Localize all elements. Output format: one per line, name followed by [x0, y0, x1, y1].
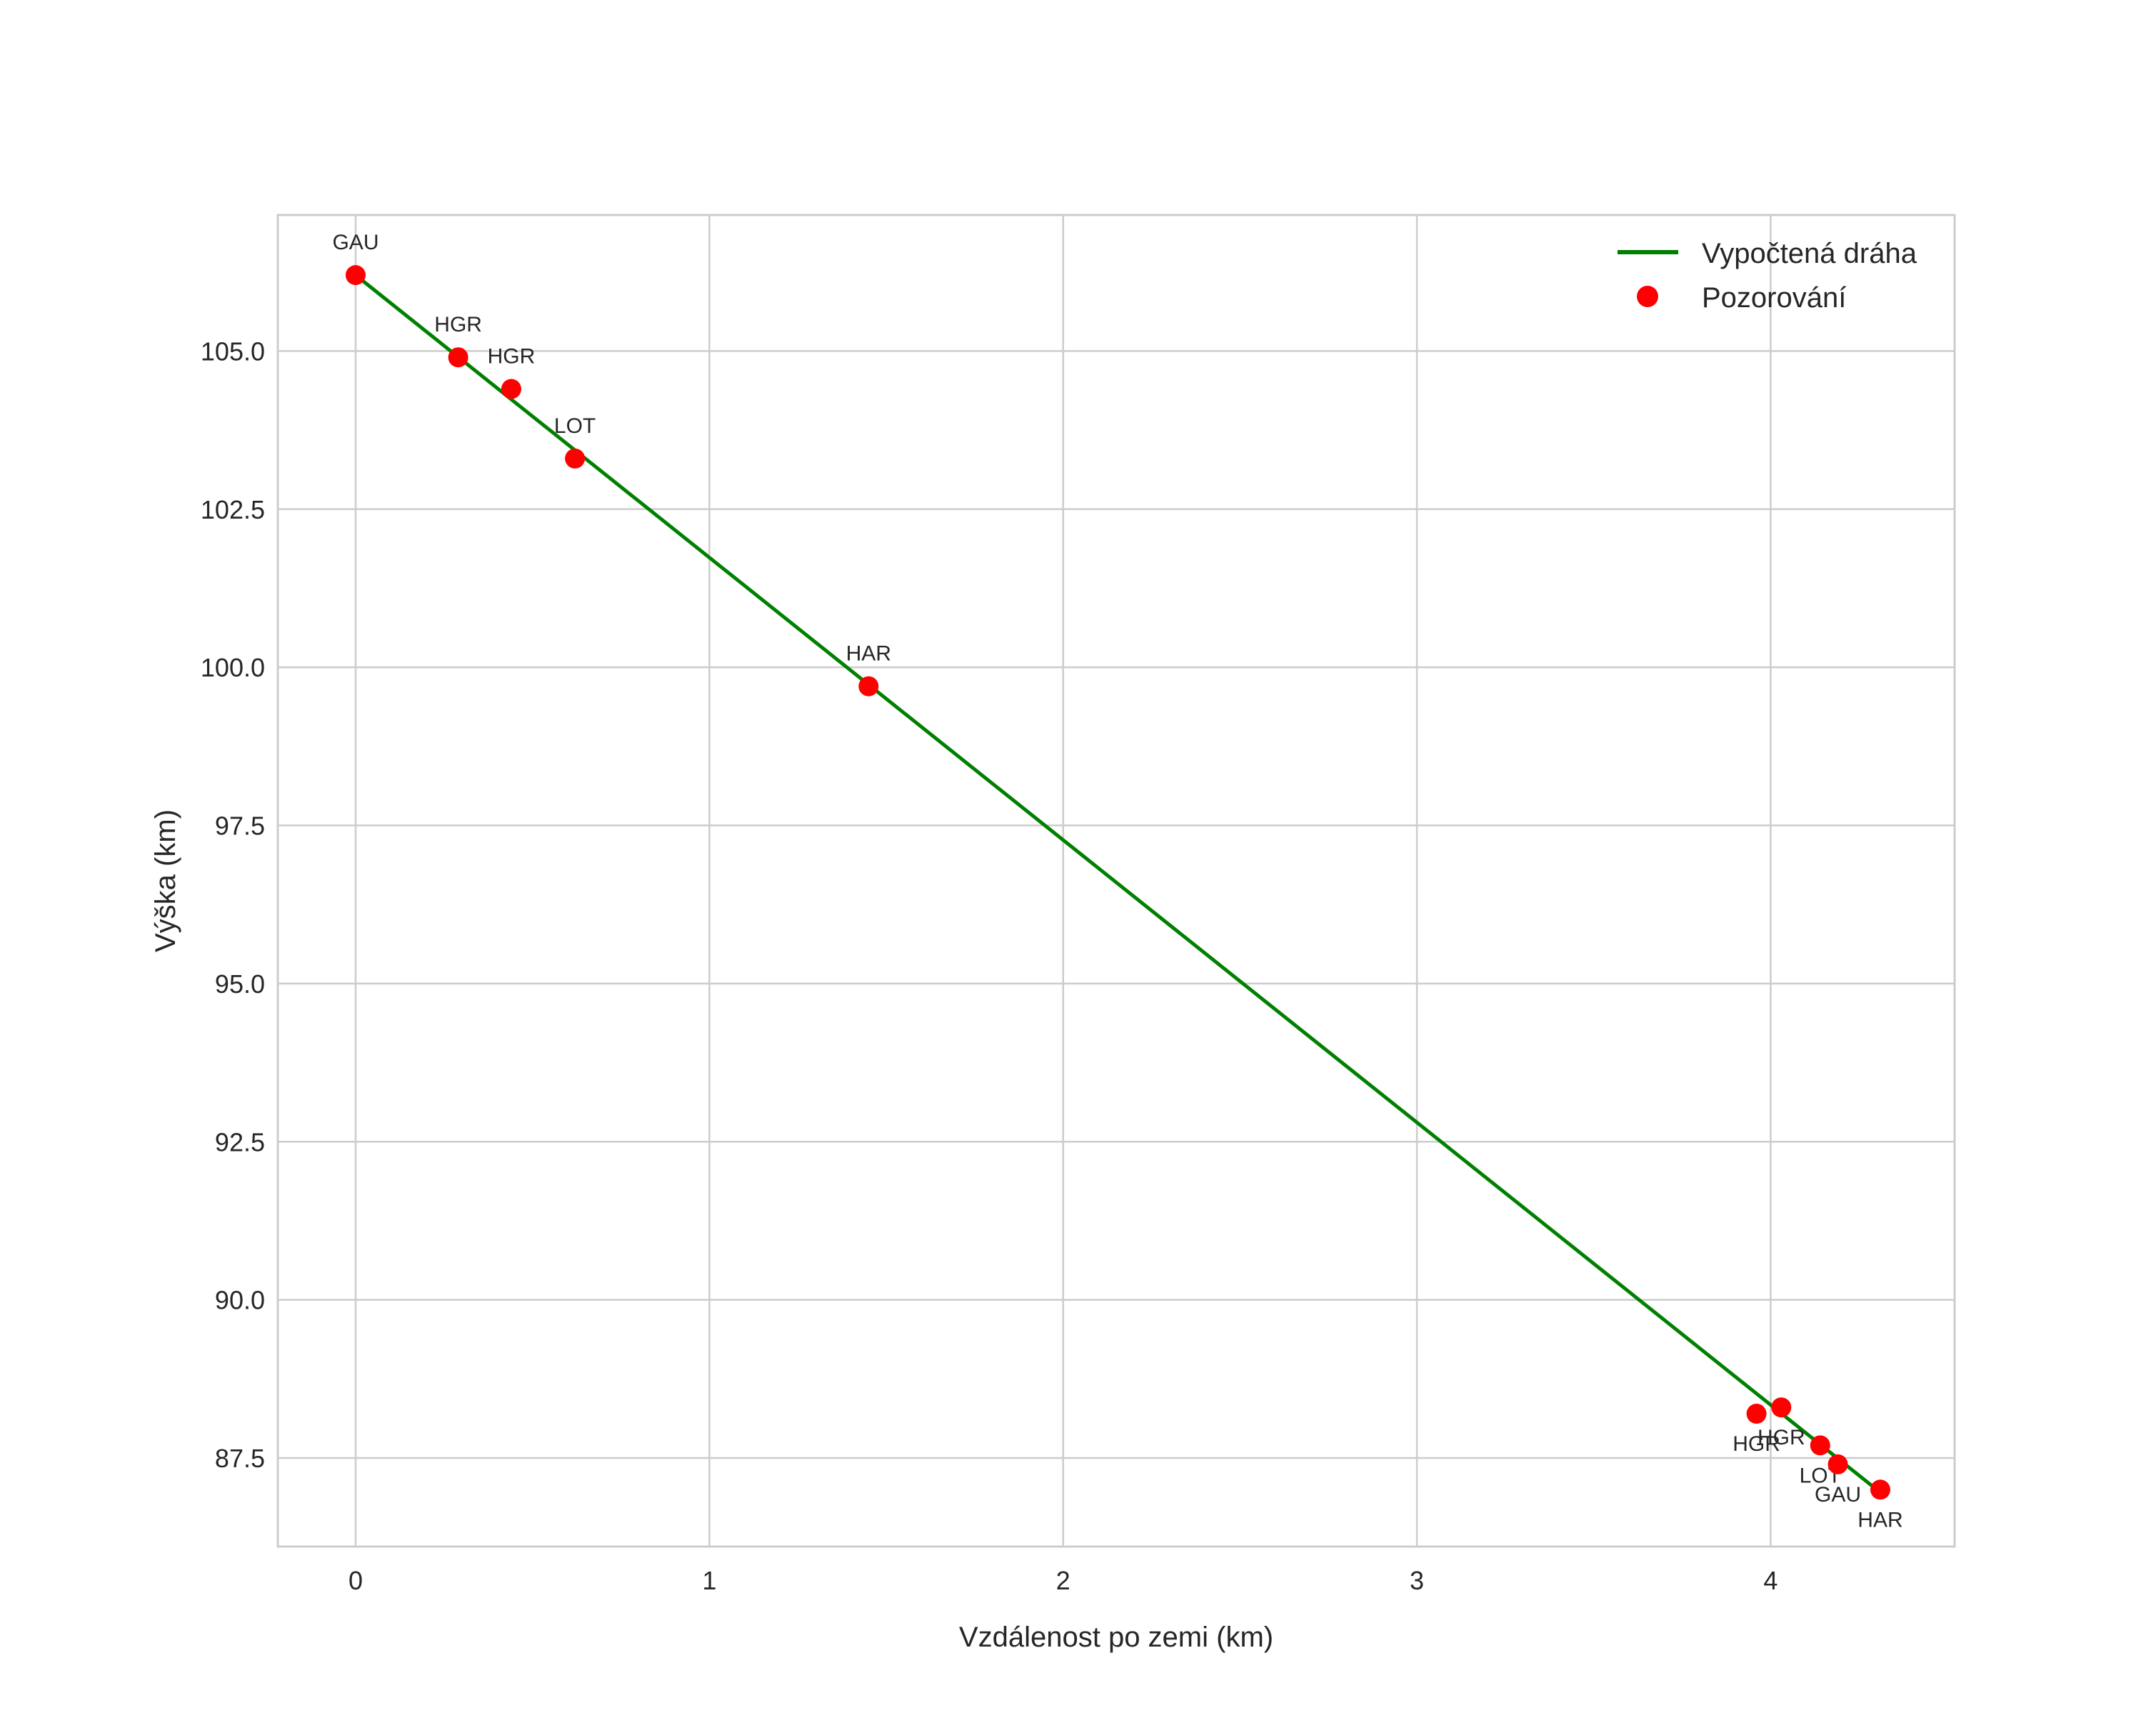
legend-label-computed-trajectory: Vypočtená dráha [1702, 238, 1917, 269]
legend: Vypočtená dráha Pozorování [1618, 238, 1917, 314]
station-label: HGR [434, 313, 482, 336]
trajectory-polyline [354, 274, 1878, 1492]
grid-lines [278, 215, 1955, 1547]
observation-marker [1771, 1397, 1792, 1418]
x-tick-label: 1 [702, 1566, 716, 1595]
y-tick-label: 105.0 [201, 336, 265, 366]
station-label: HAR [846, 642, 891, 666]
y-tick-label: 87.5 [215, 1444, 265, 1473]
station-label: GAU [332, 231, 378, 254]
observation-marker [1746, 1404, 1767, 1424]
observation-marker [1827, 1454, 1848, 1474]
computed-trajectory-line [354, 274, 1878, 1492]
observation-marker [1870, 1479, 1890, 1500]
x-tick-label: 2 [1056, 1566, 1071, 1595]
observation-marker [565, 448, 586, 469]
y-tick-label: 97.5 [215, 811, 265, 841]
legend-label-observations: Pozorování [1702, 282, 1846, 314]
x-tick-label: 4 [1763, 1566, 1778, 1595]
x-tick-label: 3 [1410, 1566, 1424, 1595]
y-tick-label: 102.5 [201, 495, 265, 524]
station-label: HAR [1857, 1508, 1902, 1532]
station-label: HGR [488, 345, 536, 369]
x-tick-label: 0 [349, 1566, 363, 1595]
y-tick-label: 95.0 [215, 969, 265, 999]
observation-marker [448, 347, 468, 368]
station-label: HGR [1758, 1426, 1805, 1449]
observation-marker [345, 265, 366, 286]
observation-marker [1810, 1435, 1830, 1456]
observation-marker [501, 379, 521, 399]
y-axis-ticks: 87.5 90.0 92.5 95.0 97.5 100.0 102.5 105.0 [201, 336, 265, 1473]
x-axis-ticks: 0 1 2 3 4 [349, 1566, 1778, 1595]
observation-marker [858, 676, 879, 696]
y-axis-label: Výška (km) [150, 809, 181, 952]
station-label: LOT [554, 414, 596, 438]
y-tick-label: 92.5 [215, 1127, 265, 1157]
y-tick-label: 90.0 [215, 1286, 265, 1315]
station-label: GAU [1815, 1483, 1861, 1507]
plot-area-frame [276, 214, 1956, 1548]
station-label: HGR [1733, 1432, 1780, 1456]
x-axis-label: Vzdálenost po zemi (km) [959, 1622, 1273, 1653]
y-tick-label: 100.0 [201, 653, 265, 682]
legend-marker-swatch-icon [1637, 286, 1658, 307]
